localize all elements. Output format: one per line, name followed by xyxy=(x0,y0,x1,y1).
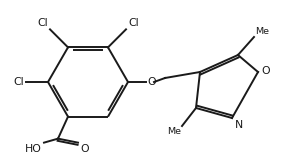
Text: Me: Me xyxy=(255,27,269,36)
Text: Cl: Cl xyxy=(128,18,139,28)
Text: O: O xyxy=(147,77,156,87)
Text: HO: HO xyxy=(25,144,42,154)
Text: O: O xyxy=(261,66,270,76)
Text: Cl: Cl xyxy=(13,77,24,87)
Text: Me: Me xyxy=(167,127,181,136)
Text: Cl: Cl xyxy=(38,18,48,28)
Text: O: O xyxy=(80,144,88,154)
Text: N: N xyxy=(235,120,243,130)
